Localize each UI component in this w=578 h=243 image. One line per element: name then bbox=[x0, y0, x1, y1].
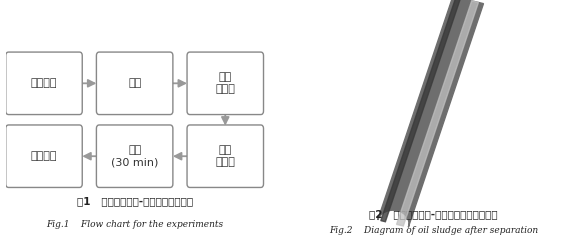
Text: 图2   含油污泥调质-离心分离后样品示意图: 图2 含油污泥调质-离心分离后样品示意图 bbox=[369, 209, 498, 219]
Polygon shape bbox=[397, 1, 479, 226]
Polygon shape bbox=[381, 0, 461, 222]
Text: 离心分离: 离心分离 bbox=[31, 151, 57, 161]
Polygon shape bbox=[378, 0, 483, 227]
FancyBboxPatch shape bbox=[97, 125, 173, 187]
FancyBboxPatch shape bbox=[187, 125, 264, 187]
FancyBboxPatch shape bbox=[97, 52, 173, 114]
Text: 含油污泥: 含油污泥 bbox=[31, 78, 57, 88]
Text: 图1   含油污泥调质-三相分离实验流程: 图1 含油污泥调质-三相分离实验流程 bbox=[76, 196, 192, 206]
FancyBboxPatch shape bbox=[187, 52, 264, 114]
FancyBboxPatch shape bbox=[6, 52, 82, 114]
Text: 搅拌
(30 min): 搅拌 (30 min) bbox=[111, 145, 158, 167]
Text: Fig.1    Flow chart for the experiments: Fig.1 Flow chart for the experiments bbox=[46, 220, 223, 229]
FancyBboxPatch shape bbox=[6, 125, 82, 187]
Text: 加热: 加热 bbox=[128, 78, 141, 88]
Text: Fig.2    Diagram of oil sludge after separation: Fig.2 Diagram of oil sludge after separa… bbox=[329, 226, 538, 235]
Text: 添加
破乳剂: 添加 破乳剂 bbox=[216, 72, 235, 95]
Text: 添加
絮凝剂: 添加 絮凝剂 bbox=[216, 145, 235, 167]
